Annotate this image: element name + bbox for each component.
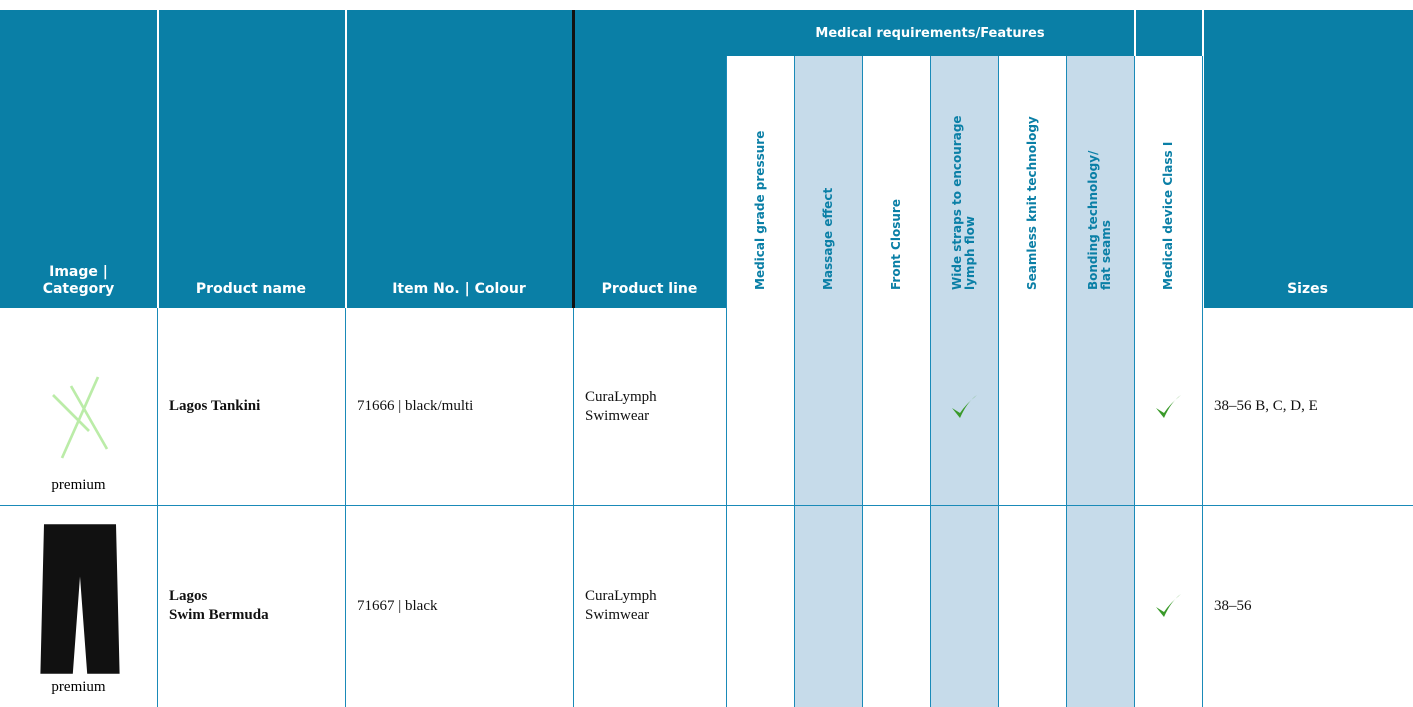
sizes: 38–56 B, C, D, E: [1214, 398, 1318, 414]
rotated-header: Seamless knit technology: [1024, 116, 1039, 290]
product-name: Lagos Swim Bermuda: [169, 588, 269, 623]
header-cell: [157, 10, 345, 308]
category: premium: [51, 477, 106, 493]
check-mark: [952, 394, 977, 418]
rotated-header: Bonding technology/ flat seams: [1086, 150, 1113, 290]
column-line: [157, 308, 158, 707]
product-line: CuraLymph Swimwear: [585, 388, 657, 424]
header-cell: [1202, 10, 1413, 308]
shaded-column: [794, 56, 862, 707]
shaded-column: [930, 56, 998, 707]
column-line: [794, 56, 795, 707]
product-name: Lagos Tankini: [169, 398, 261, 414]
rotated-header: Front Closure: [888, 199, 903, 290]
header-separator: [1134, 10, 1136, 56]
shaded-column: [1066, 56, 1134, 707]
column-line: [1202, 56, 1203, 707]
rotated-header: Wide straps to encourage lymph flow: [950, 115, 977, 290]
header-cell: [573, 10, 726, 308]
column-header: Product name: [195, 281, 307, 297]
column-header: Product line: [601, 281, 698, 297]
header-separator-strong: [572, 10, 575, 308]
item-number: 71666 | black/multi: [357, 398, 474, 414]
header-cell: [0, 10, 157, 308]
header-device-top: [1134, 10, 1202, 56]
column-header: Sizes: [1287, 281, 1328, 297]
column-line: [1134, 56, 1135, 707]
sizes: 38–56: [1214, 597, 1252, 614]
product-image: [35, 519, 125, 679]
rotated-header: Massage effect: [820, 187, 835, 290]
header-cell: [345, 10, 573, 308]
item-number: 71667 | black: [357, 597, 438, 614]
column-line: [726, 56, 727, 707]
rotated-header: Medical device Class I: [1160, 141, 1175, 290]
row-line: [0, 505, 1413, 506]
rotated-header: Medical grade pressure: [752, 130, 767, 290]
header-separator: [1202, 10, 1204, 308]
column-line: [930, 56, 931, 707]
column-line: [998, 56, 999, 707]
column-header: Image | Category: [42, 264, 115, 297]
header-group-cell: Medical requirements/Features: [726, 10, 1134, 56]
column-line: [573, 308, 574, 707]
column-header: Item No. | Colour: [392, 281, 526, 297]
column-line: [345, 308, 346, 707]
category: premium: [51, 679, 106, 695]
check-mark: [1156, 394, 1181, 418]
product-image: [35, 322, 125, 477]
column-line: [862, 56, 863, 707]
product-line: CuraLymph Swimwear: [585, 588, 657, 623]
header-separator: [345, 10, 347, 308]
header-separator: [157, 10, 159, 308]
check-mark: [1156, 594, 1181, 617]
column-line: [1066, 56, 1067, 707]
